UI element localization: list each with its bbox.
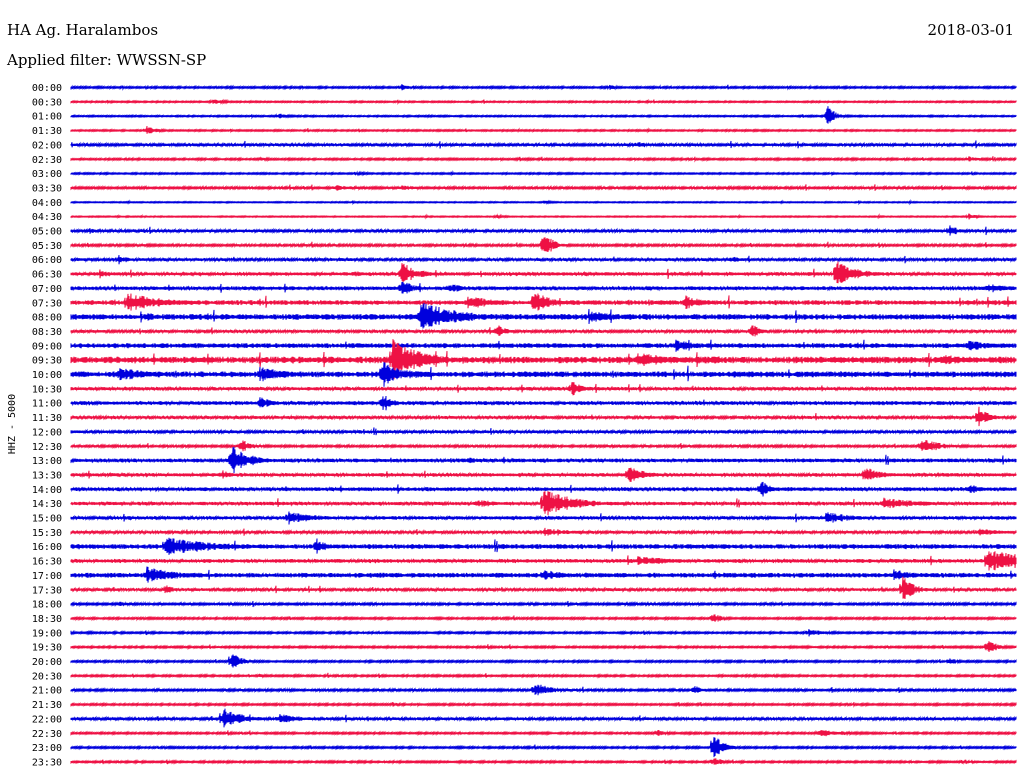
trace-line [70, 106, 1017, 124]
tick-label: 15:00 [32, 514, 62, 525]
tick-label: 01:30 [32, 126, 62, 137]
tick-label: 23:00 [32, 743, 62, 754]
tick-label: 12:00 [32, 427, 62, 438]
tick-label: 01:00 [32, 112, 62, 123]
tick-label: 13:00 [32, 456, 62, 467]
tick-label: 05:00 [32, 227, 62, 238]
trace-line [70, 576, 1017, 600]
tick-label: 05:30 [32, 241, 62, 252]
tick-label: 17:00 [32, 571, 62, 582]
tick-label: 03:00 [32, 169, 62, 180]
tick-label: 18:00 [32, 600, 62, 611]
tick-label: 13:30 [32, 470, 62, 481]
tick-label: 00:30 [32, 97, 62, 108]
filter-label: Applied filter: WWSSN-SP [7, 51, 207, 69]
trace-line [70, 566, 1017, 583]
y-axis-label: HHZ - 5000 [7, 394, 18, 454]
date-label: 2018-03-01 [927, 21, 1014, 39]
tick-label: 14:30 [32, 499, 62, 510]
tick-label: 03:30 [32, 183, 62, 194]
tick-label: 21:30 [32, 700, 62, 711]
tick-label: 17:30 [32, 585, 62, 596]
tick-label: 15:30 [32, 528, 62, 539]
station-title: HA Ag. Haralambos [7, 21, 159, 39]
tick-label: 22:00 [32, 714, 62, 725]
tick-label: 09:00 [32, 341, 62, 352]
tick-label: 02:30 [32, 155, 62, 166]
tick-label: 06:30 [32, 270, 62, 281]
tick-label: 04:30 [32, 212, 62, 223]
tick-label: 10:30 [32, 384, 62, 395]
tick-label: 21:00 [32, 686, 62, 697]
time-tick-labels: 00:00 00:30 01:00 01:30 02:00 02:30 03:00 03:30… [32, 83, 62, 768]
tick-label: 07:30 [32, 298, 62, 309]
tick-label: 04:00 [32, 198, 62, 209]
tick-label: 20:00 [32, 657, 62, 668]
tick-label: 06:00 [32, 255, 62, 266]
tick-label: 22:30 [32, 729, 62, 740]
trace-line [70, 302, 1017, 329]
trace-line [70, 406, 1017, 427]
seismic-traces [70, 83, 1017, 765]
tick-label: 20:30 [32, 671, 62, 682]
tick-label: 10:00 [32, 370, 62, 381]
tick-label: 18:30 [32, 614, 62, 625]
tick-label: 16:30 [32, 557, 62, 568]
tick-label: 19:30 [32, 643, 62, 654]
tick-label: 00:00 [32, 83, 62, 94]
tick-label: 11:30 [32, 413, 62, 424]
tick-label: 08:00 [32, 313, 62, 324]
tick-label: 12:30 [32, 442, 62, 453]
tick-label: 14:00 [32, 485, 62, 496]
tick-label: 11:00 [32, 399, 62, 410]
tick-label: 07:00 [32, 284, 62, 295]
trace-line [70, 261, 1017, 284]
tick-label: 02:00 [32, 140, 62, 151]
tick-label: 08:30 [32, 327, 62, 338]
trace-line [70, 708, 1017, 728]
tick-label: 23:30 [32, 757, 62, 768]
tick-label: 16:00 [32, 542, 62, 553]
tick-label: 19:00 [32, 628, 62, 639]
tick-label: 09:30 [32, 356, 62, 367]
